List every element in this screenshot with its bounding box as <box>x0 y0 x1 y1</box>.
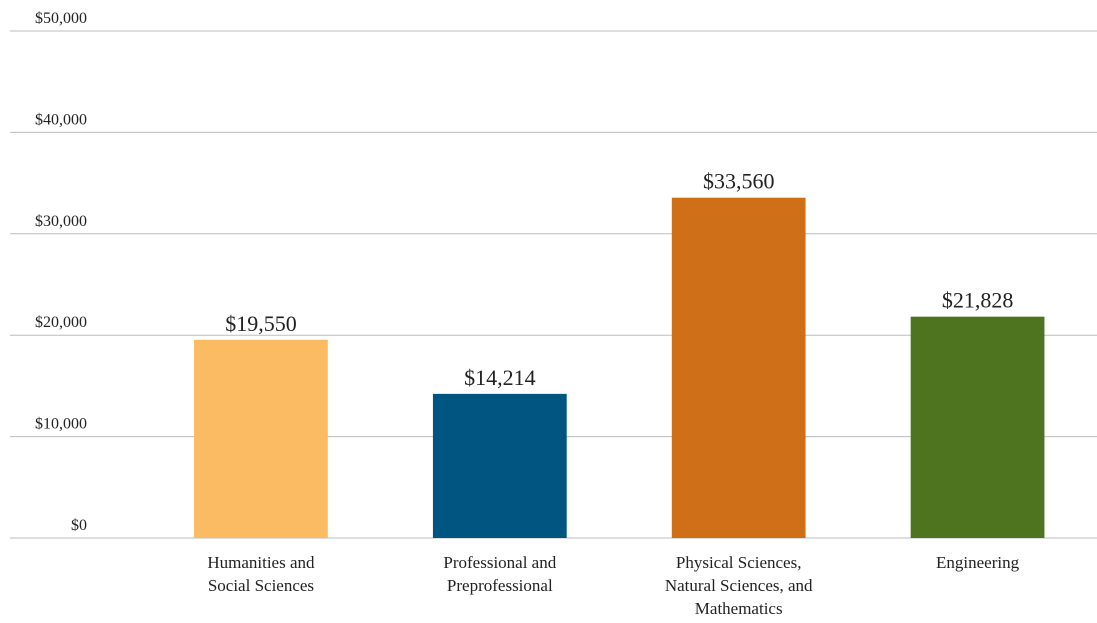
bar <box>671 197 806 538</box>
value-label: $14,214 <box>464 365 536 390</box>
bar <box>432 393 567 538</box>
y-tick-label: $50,000 <box>35 10 87 27</box>
value-label: $19,550 <box>225 311 297 336</box>
value-label: $21,828 <box>942 288 1014 313</box>
x-tick-label: Physical Sciences, Natural Sciences, and… <box>664 553 813 618</box>
bar <box>910 316 1045 538</box>
value-label: $33,560 <box>703 169 775 194</box>
y-tick-label: $30,000 <box>35 213 87 230</box>
bar <box>194 339 328 538</box>
y-tick-label: $40,000 <box>35 111 87 128</box>
x-tick-label: Professional and Preprofessional <box>443 553 557 595</box>
x-tick-label: Engineering <box>936 553 1020 572</box>
y-tick-label: $10,000 <box>35 416 87 433</box>
y-tick-label: $0 <box>71 517 87 534</box>
x-tick-label: Humanities and Social Sciences <box>207 553 315 595</box>
y-tick-label: $20,000 <box>35 314 87 331</box>
